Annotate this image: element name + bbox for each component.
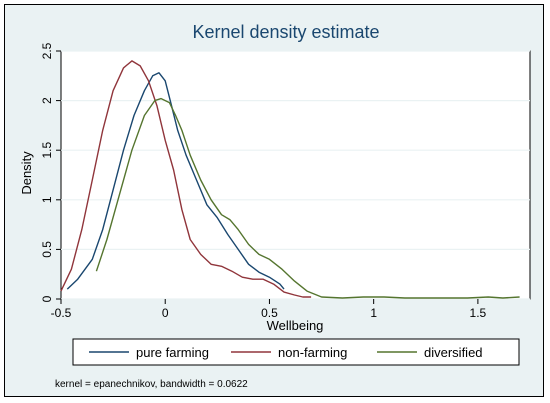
y-tick-label: 2 (40, 97, 54, 104)
legend-label: pure farming (136, 345, 209, 360)
y-tick-label: 1.5 (40, 142, 54, 159)
plot-area (60, 50, 531, 300)
y-tick-label: 0 (40, 295, 54, 302)
series-lines (60, 60, 520, 299)
chart-title: Kernel density estimate (192, 22, 379, 42)
x-axis-label: Wellbeing (267, 318, 324, 333)
x-axis: -0.5 0 0.5 1 1.5 (51, 299, 487, 320)
graph-region: Kernel density estimate 0 0.5 1 1.5 2 2.5 -0.… (4, 4, 544, 397)
y-axis: 0 0.5 1 1.5 2 2.5 (40, 42, 61, 302)
x-tick-label: -0.5 (51, 306, 72, 320)
legend: pure farming non-farming diversified (72, 338, 520, 366)
series-line-non-farming (60, 60, 312, 298)
y-tick-label: 1 (40, 196, 54, 203)
y-tick-label: 0.5 (40, 241, 54, 258)
grid-lines (61, 50, 530, 300)
legend-label: diversified (424, 345, 483, 360)
legend-label: non-farming (278, 345, 347, 360)
x-tick-label: 1.5 (470, 306, 487, 320)
chart-svg: Kernel density estimate 0 0.5 1 1.5 2 2.5 -0.… (19, 22, 531, 390)
legend-box (72, 338, 520, 366)
y-axis-label: Density (19, 151, 34, 195)
x-tick-label: 0.5 (261, 306, 278, 320)
kernel-note: kernel = epanechnikov, bandwidth = 0.062… (55, 379, 248, 390)
y-tick-label: 2.5 (40, 42, 54, 59)
x-tick-label: 1 (370, 306, 377, 320)
series-line-pure-farming (66, 72, 285, 290)
x-tick-label: 0 (162, 306, 169, 320)
series-line-diversified (95, 97, 520, 299)
